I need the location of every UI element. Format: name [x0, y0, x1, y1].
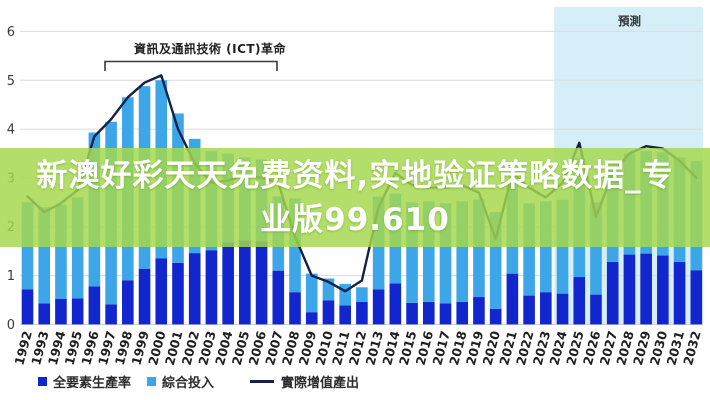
bar-input-1993: [38, 207, 51, 304]
bar-tfp-2006: [255, 241, 268, 325]
svg-text:4: 4: [7, 123, 15, 138]
bar-tfp-2001: [172, 262, 184, 325]
legend-label-output: 實際增值產出: [281, 376, 360, 391]
bar-tfp-2004: [222, 242, 234, 325]
x-axis-labels: 1992199319941995199619971998199920002001…: [11, 329, 703, 367]
bar-tfp-2016: [422, 301, 435, 325]
bars-tfp: [21, 240, 703, 325]
bar-tfp-2002: [188, 253, 201, 325]
bar-tfp-1997: [105, 304, 117, 325]
output-line-swatch-icon: [250, 380, 275, 383]
legend: 全要素生產率 綜合投入 實際增值產出: [38, 372, 359, 391]
bar-tfp-1992: [21, 289, 34, 325]
bar-tfp-2025: [573, 277, 586, 325]
bar-tfp-1999: [138, 268, 151, 325]
bar-input-2026: [590, 202, 602, 295]
bar-tfp-2018: [456, 301, 469, 325]
bar-tfp-1998: [122, 280, 134, 325]
bar-tfp-2013: [372, 289, 385, 325]
bar-input-2018: [456, 201, 469, 302]
ict-revolution-label: 資訊及通訊技術 (ICT)革命: [133, 42, 287, 56]
legend-item-output: 實際增值產出: [250, 372, 359, 391]
bar-tfp-2029: [640, 253, 652, 325]
bar-tfp-1994: [55, 299, 67, 325]
bar-tfp-1996: [88, 286, 101, 325]
legend-label-input: 綜合投入: [162, 376, 215, 391]
tfp-swatch-icon: [38, 377, 47, 386]
bar-input-2019: [473, 199, 485, 298]
bar-tfp-2030: [657, 255, 669, 325]
bar-input-2015: [406, 202, 418, 303]
bar-input-2011: [339, 283, 351, 306]
ict-bracket: [104, 60, 278, 71]
bar-tfp-2003: [205, 250, 218, 325]
bar-input-1995: [71, 197, 84, 299]
bar-input-2009: [305, 273, 318, 313]
bar-tfp-2020: [489, 308, 502, 325]
svg-text:1: 1: [7, 269, 15, 284]
bar-tfp-2023: [540, 292, 552, 325]
svg-text:6: 6: [7, 25, 15, 40]
bar-tfp-2008: [289, 292, 301, 325]
bar-tfp-2027: [606, 261, 619, 325]
forecast-label: 預測: [618, 14, 641, 28]
watermark-banner: 新澳好彩天天免费资料,实地验证策略数据_专 业版99.610: [0, 148, 710, 247]
svg-text:0: 0: [7, 318, 15, 333]
bar-tfp-2021: [506, 273, 519, 325]
bar-input-2022: [523, 203, 535, 296]
bar-tfp-2000: [155, 258, 168, 325]
bar-tfp-2010: [322, 300, 335, 325]
legend-item-input: 綜合投入: [147, 372, 214, 391]
bar-tfp-2024: [556, 293, 569, 325]
bar-tfp-2017: [439, 303, 452, 325]
bar-tfp-1993: [38, 303, 51, 325]
bar-tfp-2012: [356, 301, 368, 325]
bar-input-2016: [422, 201, 435, 302]
bar-tfp-2032: [690, 270, 703, 325]
bar-tfp-2022: [523, 295, 535, 325]
bar-tfp-1995: [71, 298, 84, 325]
banner-text-line1: 新澳好彩天天免费资料,实地验证策略数据_专: [36, 157, 674, 194]
bar-tfp-2009: [305, 312, 318, 325]
input-swatch-icon: [147, 377, 157, 386]
bar-tfp-2005: [239, 240, 251, 325]
bar-tfp-2028: [623, 254, 636, 325]
bar-tfp-2015: [406, 302, 418, 325]
bar-input-2010: [322, 278, 335, 301]
bar-input-1994: [55, 204, 67, 300]
bar-input-2020: [489, 212, 502, 309]
bar-tfp-2014: [389, 283, 402, 325]
bar-tfp-2011: [339, 305, 351, 325]
bar-tfp-2031: [673, 261, 686, 325]
legend-label-tfp: 全要素生產率: [53, 376, 132, 391]
bar-input-2012: [356, 287, 368, 302]
banner-text-line2: 业版99.610: [260, 201, 450, 238]
bar-input-2017: [439, 203, 452, 304]
legend-item-tfp: 全要素生產率: [38, 372, 131, 391]
bar-tfp-2026: [590, 294, 602, 325]
bar-tfp-2007: [272, 270, 285, 325]
svg-text:5: 5: [7, 74, 15, 89]
bar-tfp-2019: [473, 297, 485, 325]
